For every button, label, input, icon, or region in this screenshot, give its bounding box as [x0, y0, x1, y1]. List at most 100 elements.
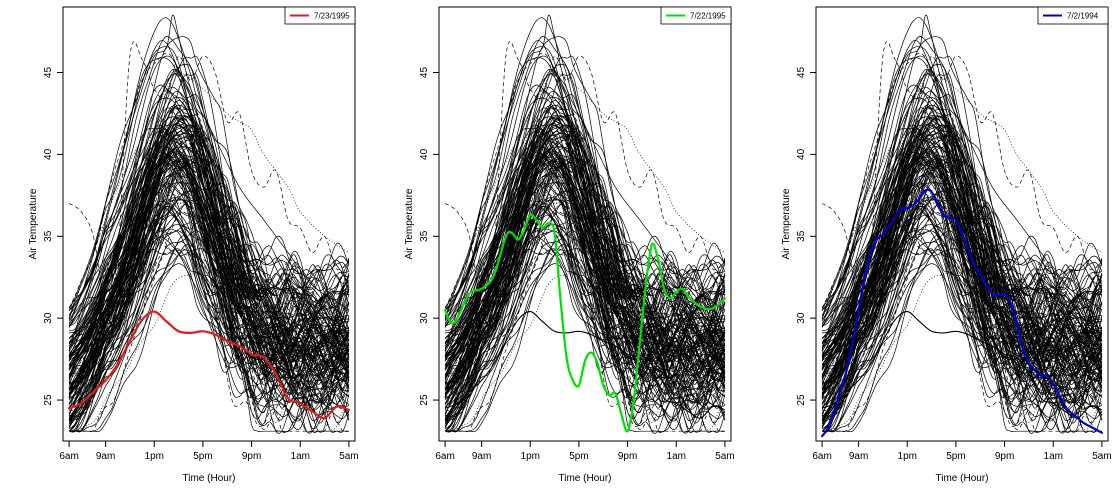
background-curve: [444, 72, 726, 319]
x-tick-label: 9am: [849, 451, 868, 462]
y-tick-label: 45: [419, 67, 430, 79]
background-curve: [821, 14, 1103, 351]
x-tick-label: 5am: [339, 451, 358, 462]
background-curve: [444, 146, 725, 360]
background-curve: [444, 139, 726, 428]
legend-box: [660, 6, 732, 25]
background-curve: [68, 160, 350, 339]
chart-panel-1: 6am 9am 1pm 5pm 9pm 1am 5am 25 30 35 40 45 Time (Hou…: [28, 6, 359, 484]
y-tick-label: 35: [43, 230, 54, 242]
background-curve: [821, 206, 1103, 389]
background-curve: [68, 168, 350, 424]
background-curve: [444, 168, 726, 424]
x-tick-label: 9pm: [242, 451, 261, 462]
y-axis-label: Air Temperature: [781, 188, 792, 259]
y-tick-label: 40: [43, 148, 54, 160]
background-curve: [822, 118, 1103, 356]
legend-box: [1037, 6, 1109, 25]
reference-curve: [444, 311, 726, 419]
background-curve: [68, 89, 350, 379]
x-tick-label: 9am: [96, 451, 115, 462]
x-axis-label: Time (Hour): [936, 473, 989, 484]
y-tick-label: 25: [43, 394, 54, 406]
chart-panel-2: 6am 9am 1pm 5pm 9pm 1am 5am 25 30 35 40 45 Time (Hou…: [404, 6, 735, 484]
background-curve: [68, 139, 350, 428]
background-curve: [68, 69, 350, 332]
x-axis-label: Time (Hour): [559, 473, 612, 484]
plot-frame: [815, 6, 1109, 442]
background-curve: [68, 209, 350, 430]
y-axis-label: Air Temperature: [28, 188, 39, 259]
series-line: [821, 188, 1103, 438]
background-curve: [444, 122, 726, 417]
y-tick-label: 40: [419, 148, 430, 160]
y-tick-label: 45: [796, 67, 807, 79]
background-curve: [444, 160, 726, 339]
x-axis-label: Time (Hour): [183, 473, 236, 484]
background-curve: [821, 69, 1103, 332]
background-curve: [68, 222, 350, 401]
plot-area: [444, 14, 726, 434]
background-curve: [445, 230, 726, 432]
background-curve: [821, 139, 1103, 428]
legend-label: 7/22/1995: [690, 12, 726, 21]
background-curve: [69, 118, 350, 356]
background-curve: [68, 162, 350, 394]
x-tick-label: 9pm: [995, 451, 1014, 462]
x-tick-label: 9pm: [618, 451, 637, 462]
background-curve: [444, 162, 726, 394]
y-tick-label: 35: [796, 230, 807, 242]
background-curves: [68, 14, 350, 434]
background-curve: [444, 132, 726, 404]
background-curve: [444, 198, 726, 393]
background-curve: [68, 122, 350, 417]
background-curve: [444, 36, 726, 320]
background-curve: [445, 118, 726, 356]
background-curve: [821, 160, 1102, 369]
background-curve: [445, 182, 726, 433]
background-curve: [821, 145, 1102, 364]
background-curve: [68, 139, 350, 380]
x-tick-label: 9am: [472, 451, 491, 462]
plot-area: [68, 14, 350, 434]
x-tick-label: 5pm: [193, 451, 212, 462]
background-curve: [69, 182, 350, 433]
background-curve: [444, 209, 726, 430]
background-curve: [68, 14, 350, 351]
background-curve: [821, 73, 1103, 315]
plot-frame: [62, 6, 356, 442]
reference-curve: [821, 311, 1103, 419]
legend: 7/23/1995: [284, 6, 356, 25]
legend: 7/2/1994: [1037, 6, 1109, 25]
legend-label: 7/2/1994: [1067, 12, 1099, 21]
background-curve: [444, 223, 726, 399]
x-tick-label: 5am: [715, 451, 734, 462]
x-tick-label: 5pm: [569, 451, 588, 462]
x-tick-label: 1pm: [521, 451, 540, 462]
background-curve: [68, 132, 350, 404]
background-curve: [821, 162, 1103, 394]
x-tick-label: 1am: [667, 451, 686, 462]
background-curve: [821, 168, 1103, 424]
background-curve: [69, 230, 350, 432]
y-axis-label: Air Temperature: [404, 188, 415, 259]
background-curve: [68, 223, 350, 399]
background-curve: [68, 160, 349, 369]
background-curve: [68, 145, 349, 364]
background-curve: [444, 14, 726, 351]
x-tick-label: 5am: [1092, 451, 1111, 462]
legend-box: [284, 6, 356, 25]
x-tick-label: 1am: [1044, 451, 1063, 462]
background-curve: [445, 248, 725, 434]
background-curve: [821, 198, 1103, 393]
background-curve: [821, 122, 1103, 417]
background-curve: [68, 72, 350, 319]
background-curve: [821, 132, 1103, 404]
x-tick-label: 6am: [59, 451, 78, 462]
x-tick-label: 6am: [812, 451, 831, 462]
background-curves: [444, 14, 726, 434]
chart-panel-3: 6am 9am 1pm 5pm 9pm 1am 5am 25 30 35 40 45 Time (Hou…: [781, 6, 1112, 484]
background-curve: [821, 72, 1103, 319]
y-tick-label: 25: [419, 394, 430, 406]
